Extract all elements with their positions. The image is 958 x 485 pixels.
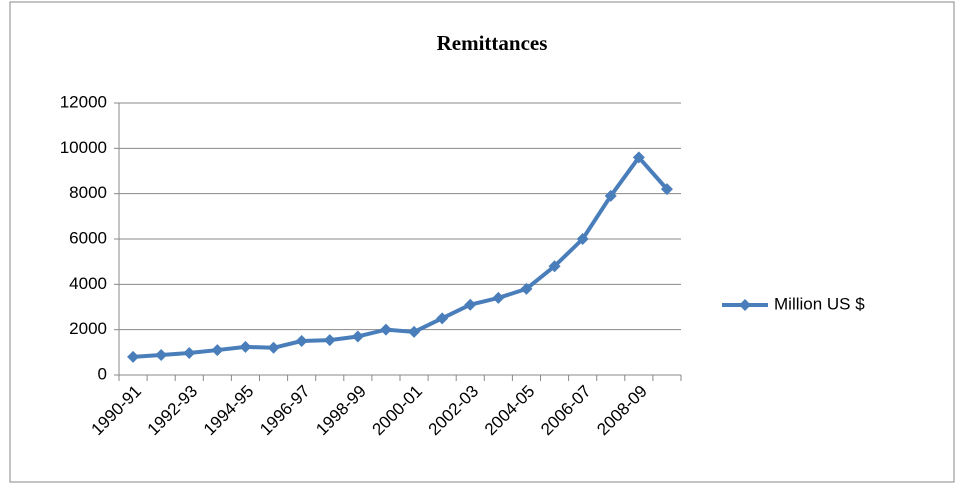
- chart-title: Remittances: [437, 31, 548, 55]
- data-point: [239, 340, 252, 353]
- data-point: [408, 325, 421, 338]
- data-point: [548, 260, 561, 273]
- data-point: [323, 334, 336, 347]
- y-tick-label: 8000: [69, 183, 107, 202]
- data-point: [604, 189, 617, 202]
- data-point: [295, 335, 308, 347]
- data-point: [660, 183, 673, 196]
- data-point: [576, 233, 589, 245]
- data-point: [211, 344, 224, 357]
- data-point: [351, 330, 364, 343]
- data-point: [520, 282, 533, 295]
- legend-marker: [739, 299, 751, 311]
- data-point: [127, 350, 140, 363]
- y-tick-label: 2000: [69, 319, 107, 338]
- y-tick-label: 0: [98, 364, 107, 383]
- data-point: [436, 312, 449, 325]
- data-point: [267, 341, 280, 354]
- y-tick-label: 10000: [60, 138, 107, 157]
- data-point: [464, 298, 477, 311]
- data-point: [379, 323, 392, 336]
- y-tick-label: 12000: [60, 92, 107, 111]
- data-point: [155, 349, 168, 362]
- data-point: [492, 291, 505, 304]
- y-tick-label: 4000: [69, 274, 107, 293]
- chart-frame: [9, 1, 955, 483]
- data-point: [632, 151, 645, 164]
- data-point: [183, 347, 196, 360]
- legend-label: Million US $: [774, 294, 865, 313]
- y-tick-label: 6000: [69, 228, 107, 247]
